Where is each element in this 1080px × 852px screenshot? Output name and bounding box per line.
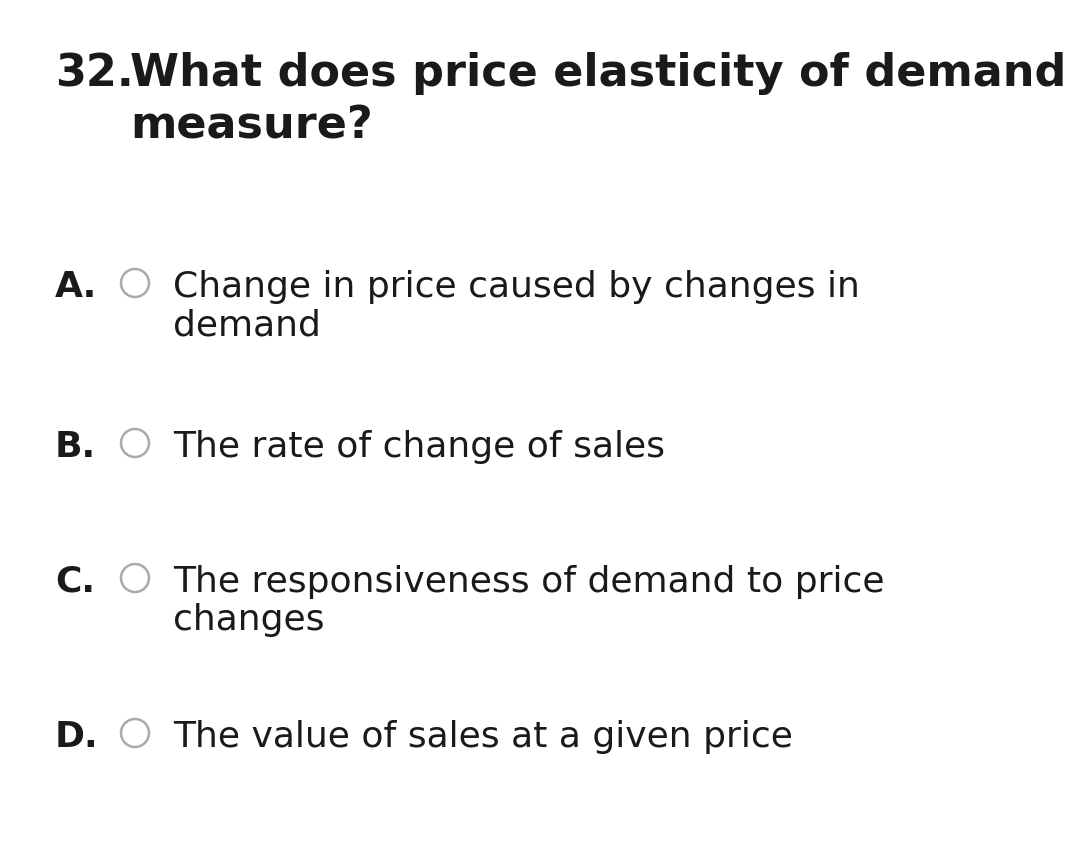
Text: Change in price caused by changes in: Change in price caused by changes in [173, 270, 860, 303]
Text: changes: changes [173, 602, 324, 636]
Text: C.: C. [55, 564, 95, 598]
Text: A.: A. [55, 270, 97, 303]
Text: demand: demand [173, 308, 321, 342]
Text: measure?: measure? [130, 104, 373, 147]
Text: What does price elasticity of demand: What does price elasticity of demand [130, 52, 1066, 95]
Text: 32.: 32. [55, 52, 134, 95]
Text: The responsiveness of demand to price: The responsiveness of demand to price [173, 564, 885, 598]
Text: D.: D. [55, 719, 98, 753]
Text: B.: B. [55, 429, 96, 463]
Text: The rate of change of sales: The rate of change of sales [173, 429, 665, 463]
Text: The value of sales at a given price: The value of sales at a given price [173, 719, 793, 753]
